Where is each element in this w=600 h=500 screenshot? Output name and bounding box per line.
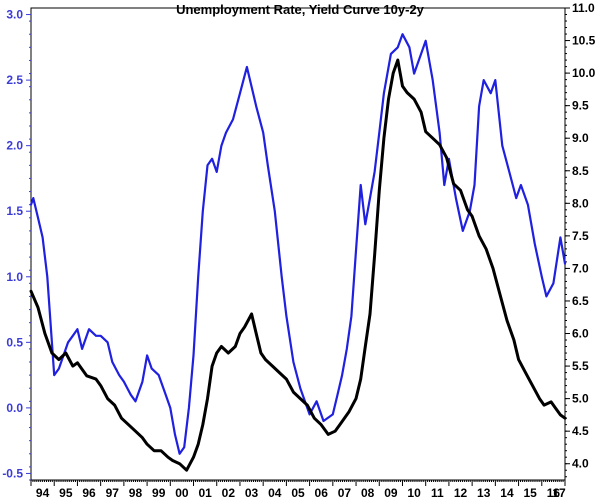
- x-axis-tick-label: 17: [552, 486, 566, 500]
- x-axis-tick-label: 95: [59, 486, 73, 500]
- right-axis-tick-label: 10.0: [572, 66, 596, 80]
- x-axis-tick-label: 13: [477, 486, 491, 500]
- right-axis-tick-label: 8.0: [572, 196, 589, 210]
- x-axis-tick-label: 05: [291, 486, 305, 500]
- x-axis-tick-label: 97: [106, 486, 120, 500]
- x-axis-tick-label: 12: [454, 486, 468, 500]
- x-axis-tick-label: 01: [198, 486, 212, 500]
- x-axis-tick-label: 02: [222, 486, 236, 500]
- left-axis-tick-label: 0.0: [6, 401, 23, 415]
- x-axis-tick-label: 16: [547, 486, 561, 500]
- right-axis-tick-label: 5.5: [572, 359, 589, 373]
- x-axis-tick-label: 96: [82, 486, 96, 500]
- right-axis-tick-label: 10.5: [572, 34, 596, 48]
- x-axis-tick-label: 94: [36, 486, 50, 500]
- right-axis-tick-label: 6.0: [572, 327, 589, 341]
- x-axis-tick-label: 15: [523, 486, 537, 500]
- left-axis-tick-label: 1.5: [6, 204, 23, 218]
- left-axis-tick-label: -0.5: [2, 466, 23, 480]
- left-axis-tick-label: 0.5: [6, 335, 23, 349]
- x-axis-tick-label: 04: [268, 486, 282, 500]
- x-axis-tick-label: 98: [129, 486, 143, 500]
- x-axis-tick-label: 99: [152, 486, 166, 500]
- right-axis-tick-label: 11.0: [572, 1, 595, 15]
- right-axis-tick-label: 9.5: [572, 99, 589, 113]
- x-axis-tick-label: 08: [361, 486, 375, 500]
- right-axis-tick-label: 6.5: [572, 294, 589, 308]
- x-axis-tick-label: 06: [315, 486, 329, 500]
- x-axis-tick-label: 09: [384, 486, 398, 500]
- series-line-unemployment: [29, 58, 567, 472]
- right-axis-tick-label: 7.5: [572, 229, 589, 243]
- right-axis-tick-label: 4.0: [572, 457, 589, 471]
- right-axis-tick-label: 5.0: [572, 392, 589, 406]
- left-axis-tick-label: 2.0: [6, 139, 23, 153]
- left-axis-tick-label: 1.0: [6, 270, 23, 284]
- x-axis-tick-label: 03: [245, 486, 259, 500]
- right-axis-tick-label: 7.0: [572, 261, 589, 275]
- left-axis-tick-label: 3.0: [6, 8, 23, 22]
- right-axis-tick-label: 4.5: [572, 424, 589, 438]
- chart-title: Unemployment Rate, Yield Curve 10y-2y: [176, 2, 425, 17]
- x-axis-tick-label: 10: [407, 486, 421, 500]
- right-axis-tick-label: 9.0: [572, 131, 589, 145]
- x-axis-tick-label: 07: [338, 486, 352, 500]
- x-axis-tick-label: 11: [431, 486, 444, 500]
- x-axis-tick-label: 14: [500, 486, 514, 500]
- left-axis-tick-label: 2.5: [6, 73, 23, 87]
- right-axis-tick-label: 8.5: [572, 164, 589, 178]
- x-axis-tick-label: 00: [175, 486, 189, 500]
